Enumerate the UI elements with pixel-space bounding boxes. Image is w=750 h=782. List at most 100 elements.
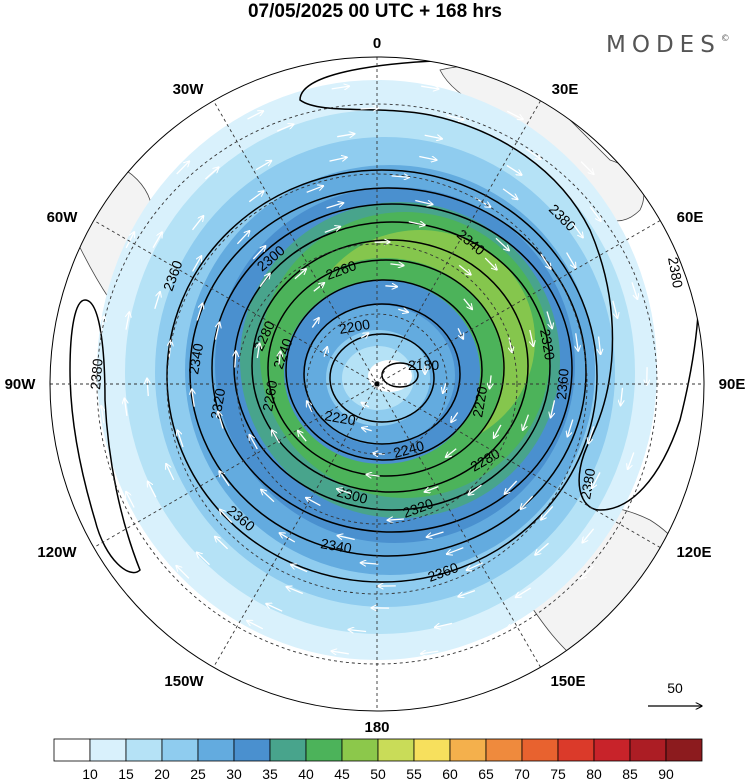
wind-arrow-icon — [446, 448, 457, 458]
wind-arrow-icon — [176, 566, 190, 579]
wind-arrow-icon — [566, 252, 576, 269]
wind-arrow-icon — [468, 484, 482, 495]
colorbar-tick-label: 50 — [370, 766, 386, 782]
wind-arrow-icon — [567, 419, 574, 437]
lon-label-150w: 150W — [164, 673, 204, 690]
wind-arrow-icon — [530, 329, 534, 346]
map-disk: 2180 2200 2220 2220 2240 2240 2260 2260 … — [50, 57, 704, 711]
wind-arrow-icon — [124, 398, 127, 416]
wind-arrow-icon — [390, 264, 404, 266]
wind-arrow-icon — [176, 161, 190, 175]
lon-label-60w: 60W — [47, 209, 79, 226]
wind-arrow-icon — [495, 237, 509, 250]
wind-arrow-icon — [266, 604, 283, 612]
wind-arrow-icon — [291, 565, 308, 573]
wind-arrow-icon — [204, 167, 219, 180]
wind-arrow-icon — [220, 509, 233, 523]
colorbar-swatch — [377, 738, 415, 762]
brand-logo: MODES© — [606, 32, 730, 58]
wind-arrow-icon — [443, 383, 446, 393]
wind-arrow-icon — [348, 630, 367, 632]
lon-label-180: 180 — [364, 719, 389, 736]
wind-arrow-icon — [261, 489, 275, 503]
south-pole-marker — [374, 381, 380, 387]
wind-arrow-icon — [502, 188, 518, 200]
contour-label: 2340 — [319, 535, 353, 556]
wind-arrow-icon — [255, 161, 272, 171]
colorbar-tick-label: 40 — [298, 766, 314, 782]
wind-arrow-icon — [311, 318, 319, 328]
contour-label: 2220 — [469, 385, 490, 419]
wind-arrow-icon — [169, 340, 171, 359]
colorbar-swatch — [557, 738, 595, 762]
wind-arrow-icon — [294, 269, 306, 280]
colorbar-tick-label: 85 — [622, 766, 638, 782]
wind-arrow-icon — [582, 528, 595, 543]
wind-arrow-icon — [612, 300, 618, 319]
wind-arrow-icon — [286, 587, 304, 595]
wind-arrow-icon — [621, 387, 623, 406]
colorbar-swatch — [269, 738, 307, 762]
contour-2340 — [189, 187, 587, 557]
wind-arrow-icon — [298, 431, 307, 442]
wind-arrow-icon — [219, 471, 230, 487]
wind-arrow-icon — [235, 351, 236, 368]
lon-label-30e: 30E — [552, 81, 579, 98]
wind-arrow-icon — [362, 428, 372, 431]
colorbar-tick-label: 20 — [154, 766, 170, 782]
wind-arrow-icon — [589, 206, 601, 222]
contour-label: 2300 — [335, 483, 369, 507]
wind-arrow-icon — [447, 547, 464, 555]
wind-arrow-icon — [126, 492, 135, 508]
lon-label-120w: 120W — [37, 544, 77, 561]
wind-arrow-icon — [385, 286, 397, 287]
wind-arrow-icon — [337, 134, 355, 137]
wind-arrow-icon — [192, 389, 195, 407]
wind-arrow-icon — [147, 378, 148, 397]
colorbar-swatch — [629, 738, 667, 762]
colorbar-tick-label: 15 — [118, 766, 134, 782]
wind-arrow-icon — [535, 542, 549, 555]
wind-arrow-icon — [307, 401, 313, 412]
wind-arrow-icon — [599, 336, 601, 355]
wind-arrow-icon — [313, 283, 325, 292]
wind-arrow-icon — [515, 587, 532, 598]
meridian-150 — [213, 100, 541, 668]
contour-label: 2220 — [323, 407, 357, 428]
contour-label: 2320 — [207, 387, 228, 421]
wind-arrow-icon — [248, 191, 263, 203]
reference-vector-label: 50 — [667, 680, 683, 696]
wind-arrow-icon — [520, 495, 534, 509]
wind-arrow-icon — [247, 621, 264, 630]
wind-arrow-icon — [252, 246, 265, 260]
lon-label-120e: 120E — [676, 544, 711, 561]
wind-arrow-icon — [218, 411, 224, 429]
meridian-30 — [213, 100, 541, 668]
wind-arrow-icon — [148, 481, 157, 498]
reference-vector: 50 — [648, 680, 702, 706]
wind-arrow-icon — [458, 264, 471, 275]
wind-arrow-icon — [324, 227, 341, 233]
wind-arrow-icon — [540, 253, 551, 269]
height-contours — [69, 59, 700, 583]
wind-arrow-icon — [435, 622, 453, 627]
wind-arrow-icon — [331, 86, 350, 89]
lon-label-60e: 60E — [677, 209, 704, 226]
contour-label: 2380 — [87, 358, 106, 391]
lon-label-90e: 90E — [719, 376, 746, 393]
wind-arrow-icon — [588, 426, 595, 443]
colorbar-swatch — [593, 738, 631, 762]
longitude-labels: 0 30E 60E 90E 120E 150E 180 150W 120W 90… — [5, 35, 746, 736]
contour-label: 2380 — [665, 256, 686, 290]
meridian-120 — [93, 220, 661, 548]
wind-arrow-icon — [125, 232, 134, 249]
wind-arrow-icon — [666, 406, 669, 424]
wind-arrow-icon — [484, 257, 497, 270]
colorbar-tick-label: 75 — [550, 766, 566, 782]
colorbar-swatch — [197, 738, 235, 762]
wind-arrow-icon — [506, 110, 523, 119]
wind-arrow-icon — [523, 414, 530, 431]
wind-arrow-icon — [507, 620, 523, 629]
wind-arrow-icon — [426, 531, 444, 537]
